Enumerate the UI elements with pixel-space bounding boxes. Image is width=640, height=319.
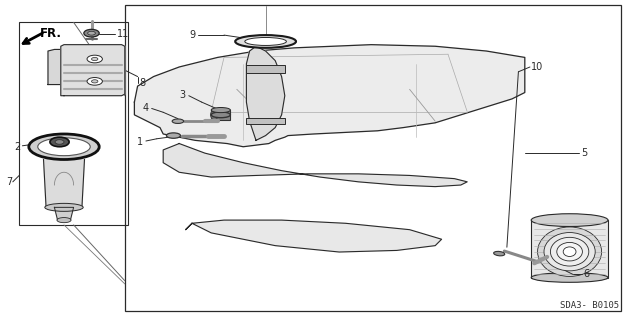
Circle shape xyxy=(84,29,99,37)
Text: 8: 8 xyxy=(140,78,146,88)
Text: 1: 1 xyxy=(137,137,143,147)
Circle shape xyxy=(92,57,98,61)
Ellipse shape xyxy=(244,38,287,46)
Polygon shape xyxy=(163,144,467,187)
Polygon shape xyxy=(186,220,442,252)
Bar xyxy=(125,5,621,311)
Ellipse shape xyxy=(45,204,83,211)
Polygon shape xyxy=(134,45,525,147)
Polygon shape xyxy=(61,45,125,96)
Bar xyxy=(211,110,230,120)
Ellipse shape xyxy=(493,251,505,256)
Ellipse shape xyxy=(563,247,576,256)
Text: 7: 7 xyxy=(6,177,13,187)
Text: 2: 2 xyxy=(14,142,20,152)
Polygon shape xyxy=(48,49,118,85)
Ellipse shape xyxy=(211,112,230,118)
Bar xyxy=(246,65,285,73)
Text: 5: 5 xyxy=(581,148,588,158)
Ellipse shape xyxy=(57,218,71,223)
Text: 10: 10 xyxy=(531,62,543,72)
Ellipse shape xyxy=(38,138,90,156)
Ellipse shape xyxy=(235,35,296,48)
Circle shape xyxy=(55,140,64,144)
Circle shape xyxy=(92,80,98,83)
Text: SDA3- B0105: SDA3- B0105 xyxy=(561,301,620,310)
Ellipse shape xyxy=(557,242,582,261)
Ellipse shape xyxy=(29,134,99,160)
Ellipse shape xyxy=(211,110,218,120)
Ellipse shape xyxy=(166,133,180,138)
Text: 9: 9 xyxy=(189,30,195,40)
Ellipse shape xyxy=(172,119,184,123)
Ellipse shape xyxy=(544,233,595,271)
Bar xyxy=(19,22,128,225)
Text: 6: 6 xyxy=(584,269,590,279)
Text: 3: 3 xyxy=(179,90,186,100)
Bar xyxy=(531,220,608,278)
Ellipse shape xyxy=(531,273,608,282)
Polygon shape xyxy=(54,207,74,220)
Circle shape xyxy=(88,31,95,35)
Text: 11: 11 xyxy=(116,29,129,39)
Circle shape xyxy=(87,55,102,63)
Circle shape xyxy=(87,78,102,85)
Circle shape xyxy=(50,137,69,147)
Polygon shape xyxy=(246,46,285,140)
Ellipse shape xyxy=(531,214,608,226)
Ellipse shape xyxy=(538,227,602,276)
Ellipse shape xyxy=(550,237,589,266)
Ellipse shape xyxy=(211,108,230,113)
Text: FR.: FR. xyxy=(40,27,61,40)
Text: 4: 4 xyxy=(143,103,149,113)
Polygon shape xyxy=(44,160,84,207)
Bar xyxy=(246,118,285,124)
